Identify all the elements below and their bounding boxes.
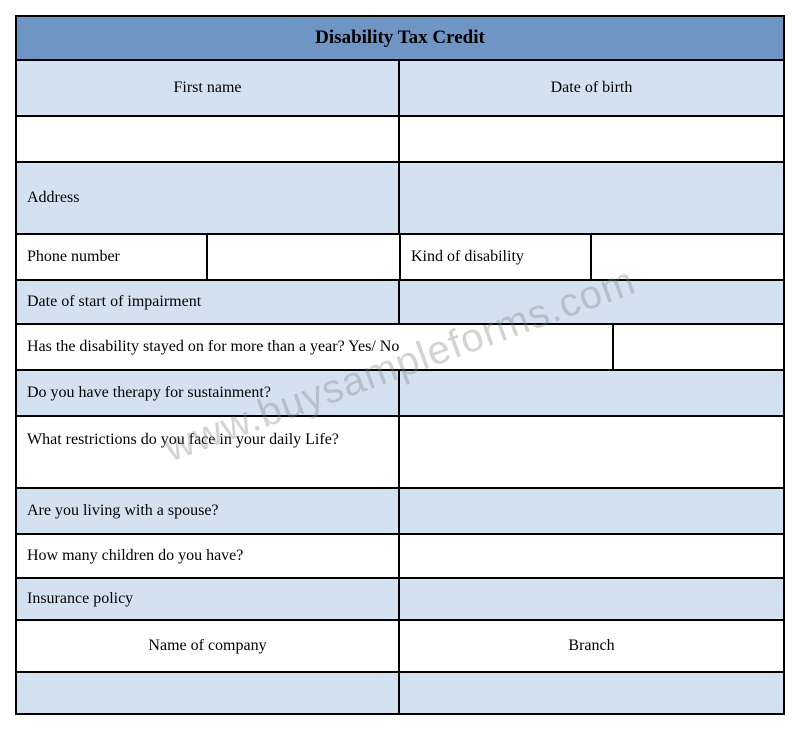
input-children[interactable] <box>400 535 783 577</box>
row-address: Address <box>17 163 783 235</box>
input-company[interactable] <box>17 673 400 713</box>
input-row-name-dob <box>17 117 783 163</box>
label-restrictions-text: What restrictions do you face in your da… <box>27 431 339 448</box>
label-company: Name of company <box>17 621 400 671</box>
label-phone: Phone number <box>17 235 208 279</box>
label-children: How many children do you have? <box>17 535 400 577</box>
input-spouse[interactable] <box>400 489 783 533</box>
form-table: Disability Tax Credit First name Date of… <box>15 15 785 715</box>
row-restrictions: What restrictions do you face in your da… <box>17 417 783 489</box>
input-year-question[interactable] <box>614 325 783 369</box>
input-branch[interactable] <box>400 673 783 713</box>
input-first-name[interactable] <box>17 117 400 161</box>
input-therapy[interactable] <box>400 371 783 415</box>
label-branch: Branch <box>400 621 783 671</box>
row-insurance: Insurance policy <box>17 579 783 621</box>
input-impairment-date[interactable] <box>400 281 783 323</box>
row-children: How many children do you have? <box>17 535 783 579</box>
label-spouse: Are you living with a spouse? <box>17 489 400 533</box>
label-year-question: Has the disability stayed on for more th… <box>17 325 614 369</box>
label-address: Address <box>17 163 400 233</box>
label-dob: Date of birth <box>400 61 783 115</box>
label-insurance: Insurance policy <box>17 579 400 619</box>
label-impairment-date: Date of start of impairment <box>17 281 400 323</box>
input-phone[interactable] <box>208 235 399 279</box>
label-restrictions: What restrictions do you face in your da… <box>17 417 400 487</box>
label-therapy: Do you have therapy for sustainment? <box>17 371 400 415</box>
input-dob[interactable] <box>400 117 783 161</box>
label-disability-kind: Kind of disability <box>401 235 592 279</box>
label-first-name: First name <box>17 61 400 115</box>
row-year-question: Has the disability stayed on for more th… <box>17 325 783 371</box>
row-therapy: Do you have therapy for sustainment? <box>17 371 783 417</box>
input-address[interactable] <box>400 163 783 233</box>
labels-row-name-dob: First name Date of birth <box>17 61 783 117</box>
row-impairment-date: Date of start of impairment <box>17 281 783 325</box>
input-insurance[interactable] <box>400 579 783 619</box>
input-disability-kind[interactable] <box>592 235 783 279</box>
row-company-branch-inputs <box>17 673 783 715</box>
row-phone-disability: Phone number Kind of disability <box>17 235 783 281</box>
row-spouse: Are you living with a spouse? <box>17 489 783 535</box>
input-restrictions[interactable] <box>400 417 783 487</box>
row-company-branch-labels: Name of company Branch <box>17 621 783 673</box>
form-title: Disability Tax Credit <box>315 27 485 49</box>
header-row: Disability Tax Credit <box>17 17 783 61</box>
